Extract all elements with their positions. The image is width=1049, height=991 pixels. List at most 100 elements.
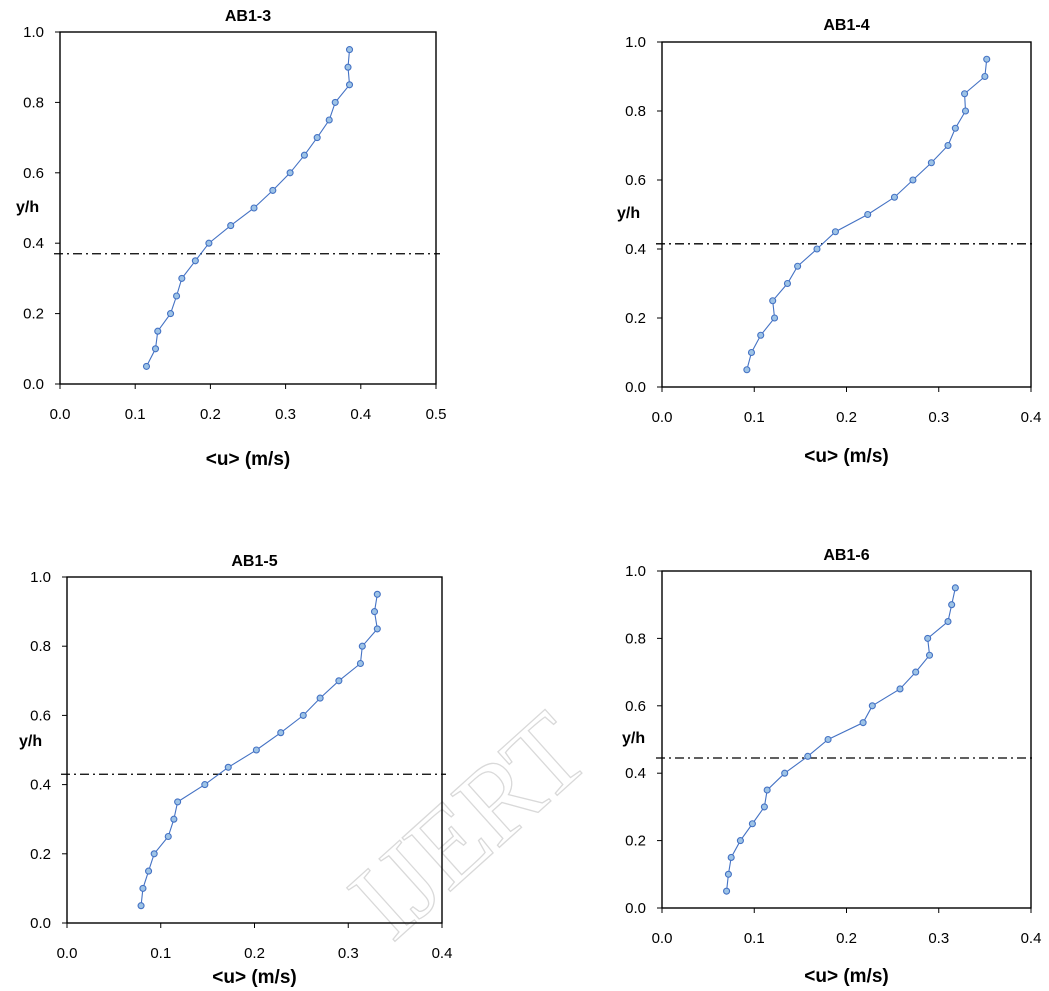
y-tick-label: 0.8 (23, 94, 44, 111)
data-point (252, 746, 260, 754)
y-tick-label: 1.0 (625, 563, 646, 580)
y-tick-label: 0.2 (23, 306, 44, 323)
data-point (747, 348, 756, 357)
y-tick-label: 0.8 (30, 638, 51, 655)
y-tick-label: 0.4 (23, 235, 44, 252)
data-point (269, 186, 277, 194)
data-point (224, 763, 232, 771)
y-tick-label: 0.6 (23, 165, 44, 182)
data-point (769, 297, 777, 305)
y-tick-label: 1.0 (23, 24, 44, 41)
data-point (191, 257, 199, 265)
x-tick-label: 0.3 (928, 409, 949, 426)
x-tick-label: 0.2 (200, 406, 221, 423)
data-point (300, 151, 308, 159)
x-tick-label: 0.4 (432, 945, 453, 962)
data-point (736, 837, 744, 845)
data-point (983, 55, 991, 63)
y-axis-label: y/h (16, 199, 39, 216)
data-point (760, 803, 768, 811)
data-point (164, 832, 172, 841)
x-tick-label: 0.0 (57, 945, 78, 962)
x-tick-label: 0.0 (50, 406, 71, 423)
data-point (201, 781, 209, 789)
data-point (890, 193, 899, 201)
data-point (981, 72, 989, 81)
data-point (358, 642, 366, 650)
chart-title: AB1-6 (823, 547, 869, 564)
x-tick-label: 0.3 (338, 945, 359, 962)
x-tick-label: 0.2 (244, 945, 265, 962)
x-axis-label: <u> (m/s) (212, 967, 296, 988)
data-point (743, 366, 751, 374)
x-axis-label: <u> (m/s) (206, 449, 290, 470)
x-tick-label: 0.1 (125, 406, 146, 423)
x-tick-label: 0.2 (836, 930, 857, 947)
data-point (927, 159, 935, 167)
x-tick-label: 0.4 (1021, 930, 1042, 947)
chart-3: 0.0 0.1 0.2 0.3 0.4 0.0 0.2 0.4 0.6 0.8 1.0 AB1-5 <u… (19, 553, 452, 988)
x-tick-label: 0.1 (744, 930, 765, 947)
data-point (325, 116, 333, 124)
data-point (723, 887, 731, 895)
y-tick-label: 1.0 (625, 34, 646, 51)
data-point (335, 677, 343, 685)
chart-1: 0.0 0.1 0.2 0.3 0.4 0.5 0.0 0.2 0.4 0.6 0.8 1.0 AB1-… (16, 8, 446, 470)
data-point (912, 668, 920, 676)
data-point (961, 107, 970, 115)
y-axis-label: y/h (622, 730, 645, 747)
chart-title: AB1-4 (823, 17, 869, 34)
data-point (781, 769, 789, 777)
data-point (924, 634, 932, 642)
charts-layer: 0.0 0.1 0.2 0.3 0.4 0.5 0.0 0.2 0.4 0.6 0.8 1.0 AB1-… (16, 8, 1041, 988)
data-point (331, 98, 339, 106)
x-tick-label: 0.5 (426, 406, 447, 423)
data-point (344, 63, 352, 71)
data-point (727, 853, 735, 862)
chart-2: 0.0 0.1 0.2 0.3 0.4 0.0 0.2 0.4 0.6 0.8 1.0 AB1-4 <u… (617, 17, 1041, 467)
data-point (951, 124, 959, 132)
data-point (804, 752, 812, 760)
data-point (925, 651, 934, 659)
data-point (909, 176, 917, 184)
data-point (373, 590, 381, 598)
data-point (813, 245, 821, 253)
data-point (170, 815, 178, 823)
data-point (763, 786, 771, 794)
y-axis-label: y/h (19, 733, 42, 750)
y-tick-label: 0.6 (30, 707, 51, 724)
data-point (944, 617, 952, 626)
y-tick-label: 0.4 (30, 777, 51, 794)
data-point (145, 867, 153, 875)
y-tick-label: 0.4 (625, 241, 646, 258)
data-point (250, 204, 258, 212)
x-tick-label: 0.2 (836, 409, 857, 426)
data-point (166, 310, 175, 318)
y-tick-label: 1.0 (30, 569, 51, 586)
data-point (345, 46, 354, 54)
data-point (783, 279, 792, 288)
data-point (944, 141, 952, 150)
data-point (770, 314, 779, 322)
y-tick-label: 0.8 (625, 103, 646, 120)
plot-frame (661, 570, 1032, 909)
data-point (859, 719, 867, 727)
chart-title: AB1-3 (225, 8, 271, 25)
y-tick-label: 0.0 (625, 379, 646, 396)
plot-frame (59, 31, 437, 385)
x-axis-label: <u> (m/s) (804, 446, 888, 467)
x-tick-label: 0.3 (275, 406, 296, 423)
data-point (286, 169, 294, 177)
y-tick-label: 0.0 (625, 900, 646, 917)
data-point (824, 735, 832, 744)
y-tick-label: 0.6 (625, 698, 646, 715)
y-tick-label: 0.2 (30, 846, 51, 863)
data-point (178, 274, 186, 282)
data-point (345, 81, 354, 89)
plot-frame (661, 41, 1032, 388)
y-tick-label: 0.2 (625, 833, 646, 850)
y-tick-label: 0.0 (23, 376, 44, 393)
x-tick-label: 0.0 (652, 409, 673, 426)
y-tick-label: 0.2 (625, 310, 646, 327)
